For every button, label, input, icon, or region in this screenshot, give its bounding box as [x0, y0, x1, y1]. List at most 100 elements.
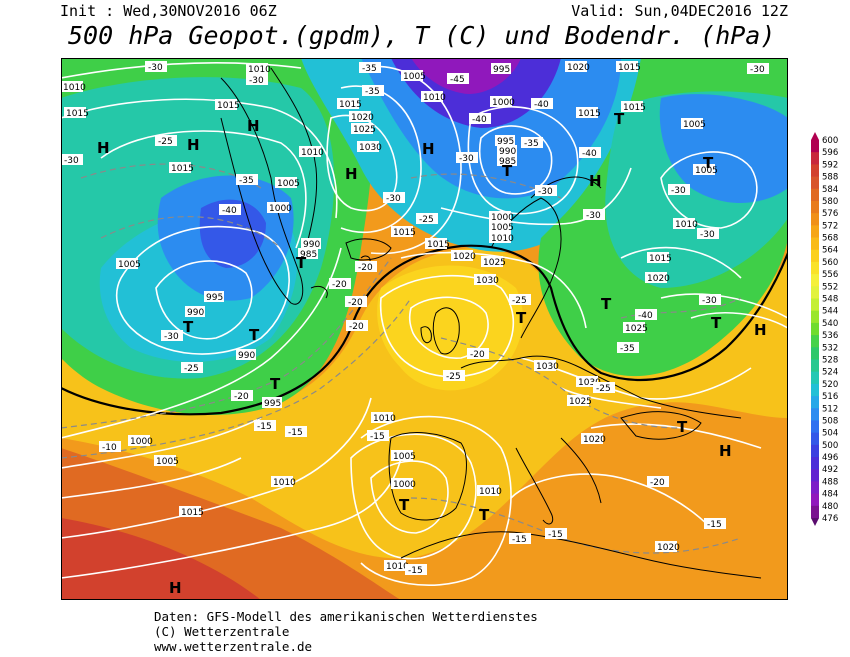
svg-text:1025: 1025	[483, 258, 506, 268]
legend-swatch	[811, 237, 819, 251]
legend-swatch	[811, 347, 819, 360]
svg-text:-20: -20	[650, 478, 665, 488]
legend-swatch	[811, 310, 819, 324]
legend-swatch	[811, 152, 819, 165]
svg-text:1030: 1030	[536, 362, 559, 372]
legend-swatch	[811, 274, 819, 287]
svg-text:-20: -20	[348, 298, 363, 308]
legend-swatch	[811, 286, 819, 300]
svg-text:-35: -35	[362, 64, 377, 74]
legend-level-label: 536	[822, 331, 838, 341]
legend-swatch	[811, 261, 819, 275]
svg-text:-20: -20	[332, 280, 347, 290]
legend-level-label: 496	[822, 453, 838, 463]
legend-swatch	[811, 505, 819, 519]
legend-swatch	[811, 396, 819, 409]
svg-text:1000: 1000	[269, 204, 292, 214]
legend-swatch	[811, 249, 819, 263]
legend-level-label: 508	[822, 416, 838, 426]
footer-url[interactable]: www.wetterzentrale.de	[154, 639, 313, 654]
label-1010: 1010	[246, 63, 271, 75]
color-legend: 600 596 592 588 584 580 576 572 568 564 560 556 552 5…	[811, 132, 838, 526]
svg-text:-30: -30	[586, 211, 601, 221]
svg-text:1005: 1005	[695, 166, 718, 176]
svg-text:1015: 1015	[578, 109, 601, 119]
field-yellow	[61, 248, 788, 559]
svg-text:1020: 1020	[583, 435, 606, 445]
legend-level-label: 572	[822, 221, 838, 231]
svg-text:1005: 1005	[683, 120, 706, 130]
init-time: Init : Wed,30NOV2016 06Z	[60, 2, 277, 20]
svg-text:-15: -15	[512, 535, 527, 545]
legend-level-label: 512	[822, 404, 838, 414]
svg-text:1010: 1010	[423, 93, 446, 103]
legend-level-label: 588	[822, 173, 838, 183]
svg-text:1000: 1000	[492, 98, 515, 108]
low-marker: T	[502, 162, 513, 180]
legend-level-label: 580	[822, 197, 838, 207]
svg-text:-25: -25	[596, 384, 611, 394]
legend-level-label: 540	[822, 319, 838, 329]
svg-text:1020: 1020	[453, 252, 476, 262]
svg-text:-30: -30	[164, 332, 179, 342]
footer-copyright: (C) Wetterzentrale	[154, 624, 290, 639]
svg-text:995: 995	[497, 137, 514, 147]
svg-text:-20: -20	[349, 322, 364, 332]
svg-text:-15: -15	[288, 428, 303, 438]
pressure-labels: 1010 1010 1015 1015 1015 1010 1005 1000 …	[61, 61, 718, 572]
low-marker: T	[711, 314, 722, 332]
legend-level-label: 532	[822, 343, 838, 353]
svg-text:990: 990	[499, 147, 516, 157]
coastlines	[220, 67, 762, 579]
svg-text:-30: -30	[702, 296, 717, 306]
svg-text:-35: -35	[365, 87, 380, 97]
svg-text:1005: 1005	[491, 223, 514, 233]
footer-source: Daten: GFS-Modell des amerikanischen Wet…	[154, 609, 538, 624]
svg-text:1010: 1010	[491, 234, 514, 244]
svg-text:-15: -15	[257, 422, 272, 432]
weather-map: 1010 1010 1015 1015 1015 1010 1005 1000 …	[61, 58, 788, 600]
legend-swatch	[811, 335, 819, 348]
svg-text:1000: 1000	[130, 437, 153, 447]
legend-level-label: 584	[822, 185, 838, 195]
svg-text:-30: -30	[386, 194, 401, 204]
svg-text:1015: 1015	[66, 109, 89, 119]
high-marker: H	[422, 140, 435, 158]
svg-text:1020: 1020	[657, 543, 680, 553]
svg-text:-40: -40	[472, 115, 487, 125]
svg-text:-10: -10	[102, 443, 117, 453]
legend-level-label: 480	[822, 502, 838, 512]
svg-text:1015: 1015	[427, 240, 450, 250]
low-marker: T	[399, 496, 410, 514]
legend-swatch	[811, 140, 819, 153]
legend-swatch	[811, 493, 819, 507]
svg-text:-40: -40	[222, 206, 237, 216]
svg-text:1020: 1020	[351, 113, 374, 123]
field-bright-yellow	[377, 265, 523, 391]
legend-swatch	[811, 432, 819, 446]
legend-bars	[811, 132, 819, 526]
svg-text:-25: -25	[419, 215, 434, 225]
legend-level-label: 576	[822, 209, 838, 219]
valid-time: Valid: Sun,04DEC2016 12Z	[571, 2, 788, 20]
low-marker: T	[614, 110, 625, 128]
low-marker: T	[703, 154, 714, 172]
legend-swatch	[811, 213, 819, 226]
svg-text:1015: 1015	[393, 228, 416, 238]
svg-text:-20: -20	[358, 263, 373, 273]
svg-text:990: 990	[187, 308, 204, 318]
legend-level-label: 528	[822, 355, 838, 365]
svg-text:995: 995	[264, 399, 281, 409]
svg-text:1015: 1015	[618, 63, 641, 73]
legend-level-label: 524	[822, 368, 838, 378]
svg-text:1025: 1025	[569, 397, 592, 407]
low-marker: T	[677, 418, 688, 436]
legend-level-label: 500	[822, 441, 838, 451]
svg-text:-15: -15	[548, 530, 563, 540]
legend-level-label: 592	[822, 160, 838, 170]
legend-level-label: 488	[822, 477, 838, 487]
svg-text:1000: 1000	[393, 480, 416, 490]
legend-level-label: 516	[822, 392, 838, 402]
legend-swatch	[811, 383, 819, 397]
legend-swatch	[811, 164, 819, 178]
